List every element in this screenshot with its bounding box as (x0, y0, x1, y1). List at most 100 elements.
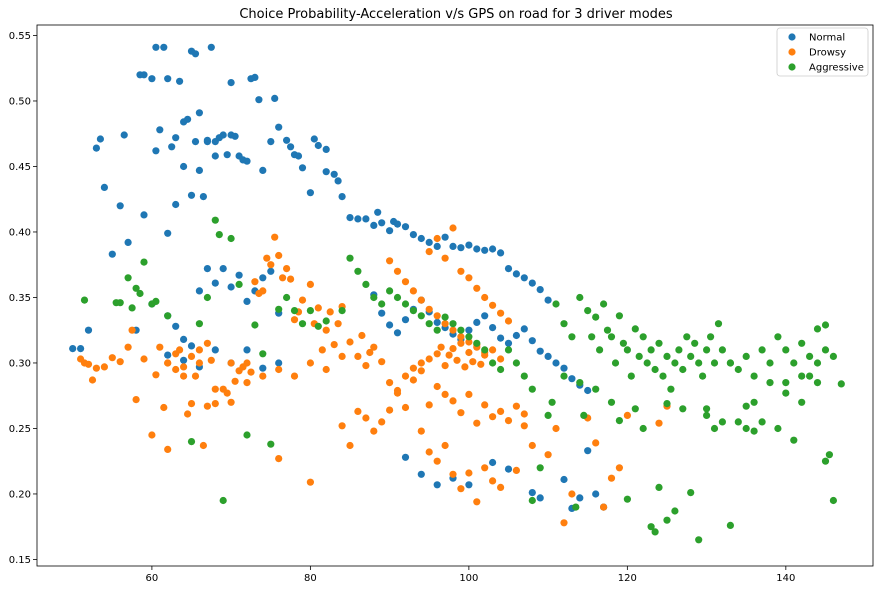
data-point (306, 307, 314, 315)
data-point (635, 352, 643, 360)
data-point (92, 364, 100, 372)
data-point (489, 346, 497, 354)
data-point (655, 483, 663, 491)
data-point (152, 371, 160, 379)
data-point (742, 352, 750, 360)
data-point (790, 436, 798, 444)
data-point (318, 346, 326, 354)
data-point (310, 135, 318, 143)
y-tick-label: 0.35 (9, 293, 31, 304)
data-point (322, 145, 330, 153)
data-point (825, 451, 834, 459)
data-point (393, 329, 402, 337)
data-point (433, 481, 441, 489)
data-point (275, 365, 283, 374)
data-point (837, 380, 845, 388)
data-point (128, 326, 136, 334)
data-point (140, 258, 148, 266)
data-point (243, 157, 251, 165)
data-point (164, 445, 172, 453)
data-point (203, 138, 211, 146)
data-point (326, 308, 334, 316)
data-point (742, 424, 750, 433)
chart-title: Choice Probability-Acceleration v/s GPS … (239, 7, 673, 22)
legend-box (776, 27, 869, 77)
data-point (243, 346, 251, 354)
data-point (164, 351, 172, 359)
data-point (441, 233, 449, 241)
data-point (457, 244, 465, 252)
data-point (611, 359, 620, 367)
data-point (615, 464, 624, 472)
data-point (207, 43, 215, 51)
data-point (203, 293, 211, 302)
data-point (441, 320, 449, 328)
data-point (124, 238, 132, 246)
data-point (386, 321, 394, 329)
data-point (203, 339, 211, 347)
data-point (798, 339, 806, 347)
data-point (219, 496, 227, 505)
data-point (180, 372, 188, 380)
data-point (267, 440, 275, 448)
data-point (401, 403, 410, 412)
data-point (441, 441, 449, 450)
y-tick-label: 0.40 (9, 227, 31, 238)
data-point (227, 398, 235, 406)
data-point (136, 289, 144, 298)
data-point (366, 348, 374, 357)
data-point (449, 242, 457, 250)
data-point (504, 465, 513, 473)
data-point (683, 333, 691, 341)
data-point (235, 280, 243, 288)
data-point (195, 109, 203, 117)
data-point (750, 372, 758, 380)
data-point (750, 398, 758, 406)
data-point (453, 356, 461, 364)
data-point (306, 189, 314, 197)
data-point (69, 345, 77, 353)
data-point (259, 166, 267, 174)
data-point (714, 320, 723, 328)
data-point (92, 144, 100, 152)
data-point (180, 363, 188, 371)
data-point (568, 490, 576, 498)
data-point (718, 346, 727, 354)
y-tick-label: 0.25 (9, 424, 31, 435)
data-point (742, 402, 750, 410)
y-tick-label: 0.45 (9, 162, 31, 173)
data-point (298, 320, 307, 328)
data-point (378, 300, 386, 308)
data-point (338, 422, 346, 430)
data-point (219, 265, 227, 273)
data-point (489, 245, 497, 253)
data-point (457, 333, 465, 341)
data-point (156, 343, 164, 351)
data-point (489, 477, 497, 485)
data-point (806, 352, 814, 360)
data-point (552, 300, 560, 308)
data-point (346, 441, 354, 450)
series-drowsy (77, 224, 671, 527)
y-tick-label: 0.30 (9, 358, 31, 369)
data-point (560, 320, 568, 328)
data-point (374, 208, 382, 216)
data-point (191, 372, 200, 380)
data-point (211, 152, 219, 160)
data-point (536, 347, 544, 355)
data-point (528, 441, 536, 450)
data-point (180, 162, 188, 171)
data-point (576, 494, 584, 502)
data-point (790, 359, 798, 367)
data-point (84, 326, 93, 334)
data-point (671, 359, 679, 367)
data-point (489, 413, 497, 421)
data-point (572, 503, 580, 511)
data-point (734, 365, 742, 374)
data-point (449, 326, 457, 334)
data-point (227, 234, 235, 243)
data-point (386, 257, 394, 265)
data-point (247, 368, 255, 376)
data-point (164, 75, 172, 83)
data-point (259, 372, 267, 380)
